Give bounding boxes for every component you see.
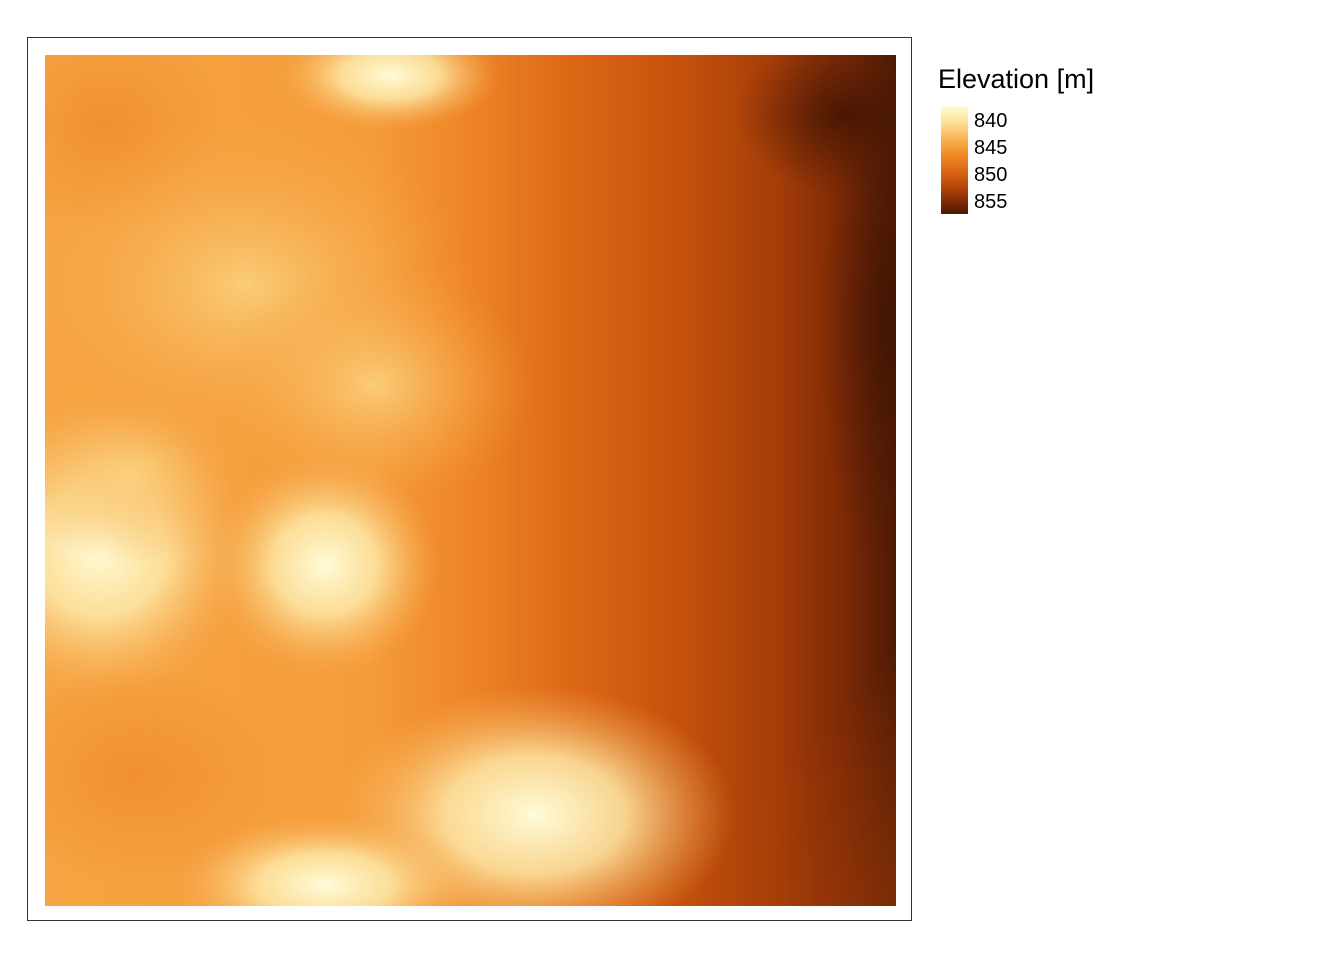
elevation-raster [45, 55, 896, 906]
map-panel [27, 37, 912, 921]
legend-label-840: 840 [974, 110, 1008, 132]
legend-label-855: 855 [974, 191, 1008, 213]
legend-color-ramp [941, 106, 968, 214]
elevation-raster-image [45, 55, 896, 906]
legend: Elevation [m] 840 845 850 855 [938, 60, 1238, 214]
legend-title: Elevation [m] [938, 64, 1095, 94]
legend-label-850: 850 [974, 164, 1008, 186]
legend-body: 840 845 850 855 [938, 106, 1238, 214]
legend-label-845: 845 [974, 137, 1008, 159]
